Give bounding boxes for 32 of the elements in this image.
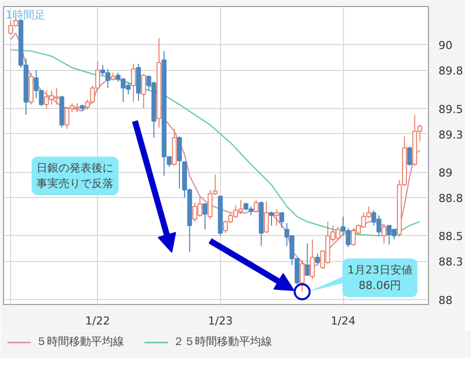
candlestick bbox=[274, 208, 280, 226]
y-tick-label: 89.8 bbox=[438, 64, 463, 78]
candlestick bbox=[130, 63, 136, 103]
candlestick bbox=[310, 239, 315, 280]
x-tick-label: 1/23 bbox=[208, 314, 233, 328]
y-tick-label: 89.5 bbox=[438, 102, 463, 116]
candlestick bbox=[202, 203, 208, 230]
candlestick bbox=[300, 259, 305, 292]
candlestick bbox=[264, 200, 269, 234]
chart-title: 1時間足 bbox=[6, 8, 46, 22]
candlestick bbox=[382, 224, 386, 244]
y-tick-label: 89 bbox=[438, 166, 452, 180]
candlestick bbox=[177, 136, 182, 190]
x-tick-label: 1/24 bbox=[330, 314, 356, 328]
candlestick bbox=[141, 73, 146, 109]
annotation: 1月23日安値 88.06円 bbox=[347, 263, 412, 292]
annotation: 日銀の発表後に事実売りで反落 bbox=[36, 162, 114, 190]
candlestick bbox=[407, 146, 412, 166]
legend-label: ５時間移動平均線 bbox=[36, 334, 124, 349]
legend-label: ２５時間移動平均線 bbox=[173, 334, 272, 349]
y-tick-label: 88.3 bbox=[438, 256, 463, 269]
y-tick-label: 88 bbox=[438, 294, 452, 307]
y-tick-label: 88.5 bbox=[438, 230, 463, 244]
y-tick-label: 88.8 bbox=[438, 192, 463, 206]
y-tick-label: 90 bbox=[438, 39, 452, 52]
candlestick bbox=[254, 200, 259, 214]
y-tick-label: 89.3 bbox=[438, 128, 463, 142]
candlestick bbox=[279, 212, 284, 229]
candlestick bbox=[269, 211, 274, 226]
candlestick bbox=[304, 242, 310, 276]
x-tick-label: 1/22 bbox=[85, 314, 110, 328]
candlestick bbox=[315, 253, 320, 264]
